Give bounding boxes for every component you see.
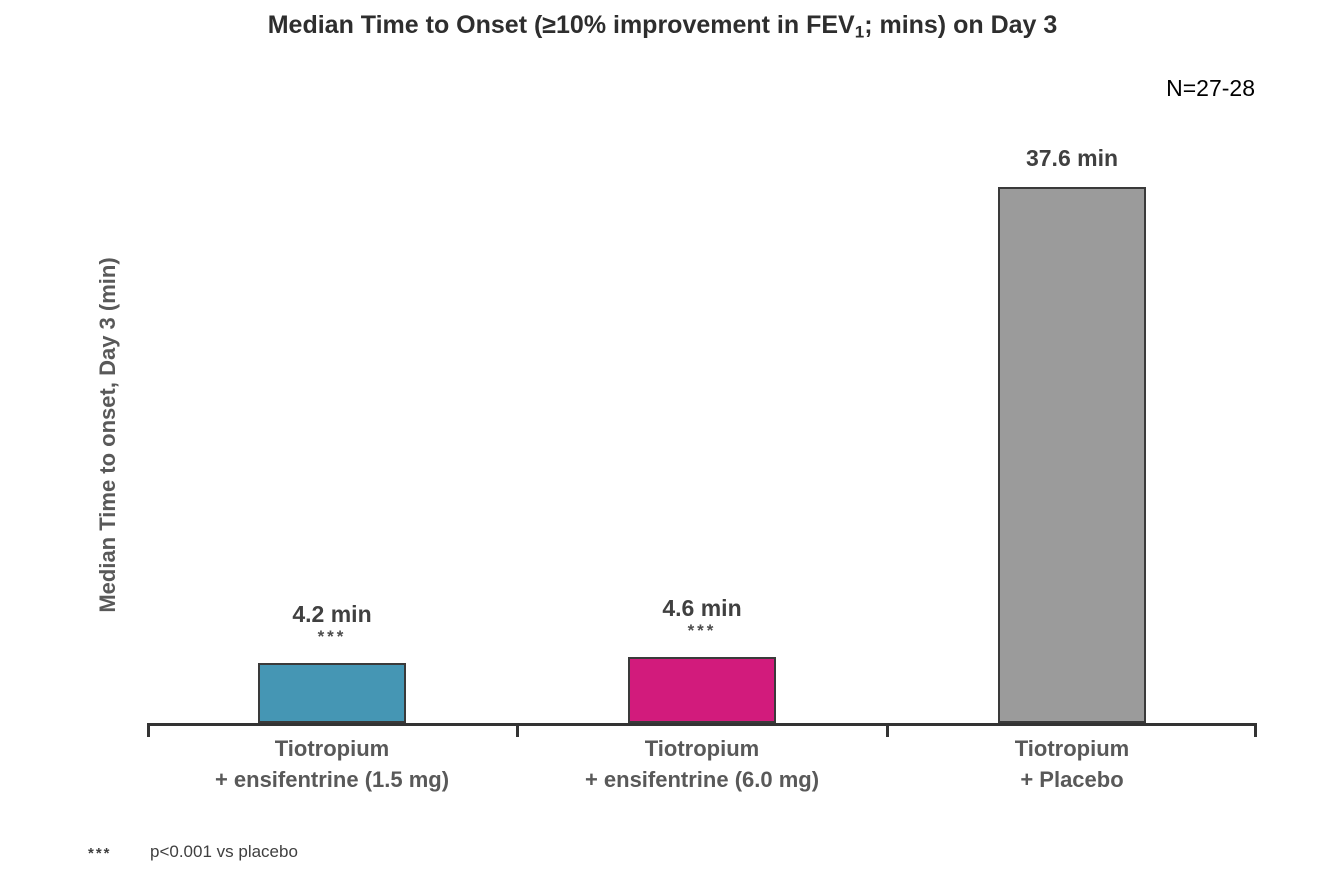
bar — [998, 187, 1146, 723]
footnote: *** p<0.001 vs placebo — [88, 842, 298, 862]
significance-label: *** — [317, 627, 347, 646]
bar-annotation: 4.2 min *** — [147, 601, 517, 647]
axis-tick — [147, 723, 150, 737]
category-label: Tiotropium + ensifentrine (6.0 mg) — [517, 733, 887, 795]
bar — [258, 663, 406, 723]
chart-title: Median Time to Onset (≥10% improvement i… — [0, 11, 1325, 42]
chart-title-subscript: 1 — [854, 22, 865, 42]
value-label: 4.6 min — [662, 595, 742, 621]
bar-annotation: 37.6 min — [887, 145, 1257, 171]
bar-annotation: 4.6 min *** — [517, 595, 887, 641]
footnote-text: p<0.001 vs placebo — [150, 842, 298, 861]
category-label-line: + Placebo — [1020, 767, 1124, 792]
chart-title-pre: Median Time to Onset (≥10% improvement i… — [267, 11, 855, 39]
value-label: 4.2 min — [292, 601, 372, 627]
chart-title-post: ; mins) on Day 3 — [864, 11, 1058, 39]
y-axis-label: Median Time to onset, Day 3 (min) — [95, 257, 120, 613]
x-axis-line — [147, 723, 1257, 726]
category-label-line: + ensifentrine (1.5 mg) — [214, 767, 450, 792]
axis-tick — [1254, 723, 1257, 737]
axis-tick — [886, 723, 889, 737]
bar-group: 37.6 min — [887, 140, 1257, 723]
plot-area: 4.2 min *** 4.6 min *** 37.6 min — [147, 140, 1257, 723]
sample-size-annotation: N=27-28 — [1166, 75, 1255, 101]
bar — [628, 657, 776, 723]
bar-group: 4.2 min *** — [147, 140, 517, 723]
category-label-line: Tiotropium — [644, 736, 760, 761]
significance-label: *** — [687, 621, 717, 640]
bar-group: 4.6 min *** — [517, 140, 887, 723]
category-label: Tiotropium + ensifentrine (1.5 mg) — [147, 733, 517, 795]
category-label-line: Tiotropium — [274, 736, 390, 761]
value-label: 37.6 min — [1025, 145, 1119, 171]
category-label-line: + ensifentrine (6.0 mg) — [584, 767, 820, 792]
category-label-line: Tiotropium — [1014, 736, 1130, 761]
axis-tick — [516, 723, 519, 737]
category-label: Tiotropium + Placebo — [887, 733, 1257, 795]
footnote-symbol: *** — [88, 845, 112, 862]
